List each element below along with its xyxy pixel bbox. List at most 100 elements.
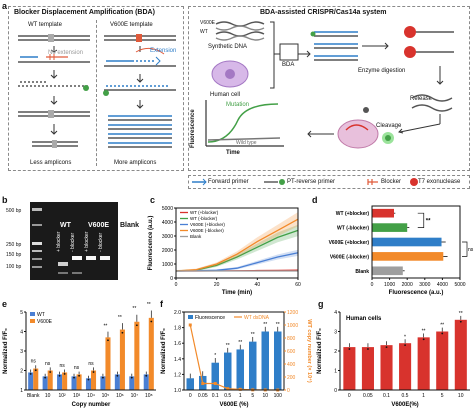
dot-1-0 bbox=[34, 369, 37, 372]
y2-tick-label: 1200 bbox=[287, 310, 298, 316]
x-tick-label: 0.05 bbox=[363, 393, 373, 399]
primer-legend-icons bbox=[192, 178, 418, 186]
y-tick-label: 1.4 bbox=[174, 357, 181, 363]
bar-1-6 bbox=[119, 329, 125, 390]
x-tick-label: 20 bbox=[214, 282, 220, 288]
sig-label-3: ** bbox=[226, 343, 230, 349]
plot-frame bbox=[371, 205, 461, 279]
y-tick-label: 0 bbox=[334, 388, 337, 394]
bda-divider bbox=[96, 20, 97, 166]
x-tick-label: 10⁸ bbox=[145, 393, 153, 399]
bar-2 bbox=[211, 362, 219, 390]
y2-tick-label: 800 bbox=[287, 336, 296, 342]
v600e-template-label: V600E template bbox=[110, 22, 153, 28]
dot-1-5 bbox=[107, 339, 109, 342]
dot-0-1 bbox=[44, 376, 47, 379]
dot-1-4 bbox=[92, 371, 95, 373]
bar-1 bbox=[361, 347, 374, 390]
legend-label-0: WT (+blocker) bbox=[190, 210, 219, 215]
dot-0-4 bbox=[87, 378, 90, 381]
gel-group-wt: WT bbox=[60, 222, 71, 229]
x-axis-label: Time (min) bbox=[222, 290, 252, 296]
bar-1-7 bbox=[134, 321, 140, 390]
panel-label-d: d bbox=[312, 195, 318, 205]
dot-0-0 bbox=[29, 373, 32, 375]
bar-0 bbox=[372, 208, 394, 218]
sig-label-5: ** bbox=[251, 332, 255, 338]
category-label-2: V600E (+blocker) bbox=[329, 240, 370, 246]
bar-0 bbox=[343, 347, 356, 390]
sig-label-5: ** bbox=[103, 324, 107, 330]
gel-lane-4: - blocker bbox=[98, 232, 104, 252]
sig-label-2: ns bbox=[59, 363, 65, 369]
panel-label-e: e bbox=[2, 299, 8, 309]
sig-label-6: ** bbox=[263, 322, 267, 328]
legend-swatch-0 bbox=[30, 312, 35, 316]
chart-g-plot: 0 0.05 0.1 0.5 * 1 ** 5 ** 10 ** 0 1 2 3 4 Human cells V6… bbox=[317, 310, 470, 408]
y2-tick-label: 600 bbox=[287, 349, 296, 355]
wild-type-label: Wild type bbox=[236, 140, 257, 146]
legend-blocker: Blocker bbox=[381, 179, 402, 185]
bda-schematic bbox=[18, 34, 176, 148]
bar-0-7 bbox=[129, 376, 135, 390]
bar-4 bbox=[417, 337, 430, 390]
dot-1-3 bbox=[78, 374, 80, 377]
y-axis-label: Normalized F/F₀ bbox=[161, 328, 167, 374]
bar-0-2 bbox=[57, 374, 63, 390]
sig-label-0: ns bbox=[31, 359, 37, 365]
dot-0-5 bbox=[102, 376, 104, 379]
bar-1-8 bbox=[148, 317, 154, 390]
enzyme-digestion-label: Enzyme digestion bbox=[358, 68, 406, 74]
series-line-3 bbox=[175, 218, 299, 272]
y-tick-label: 1 bbox=[20, 388, 23, 394]
sig-label-5: ** bbox=[440, 323, 444, 329]
dot-1-2 bbox=[63, 373, 66, 375]
crispr-schematic bbox=[205, 21, 454, 149]
legend-label-0: Fluorescence bbox=[195, 315, 225, 321]
extension-label: Extension bbox=[150, 48, 177, 54]
schematic-time-label: Time bbox=[226, 150, 240, 156]
bar-3 bbox=[372, 252, 444, 261]
cleavage-label: Cleavage bbox=[376, 123, 402, 129]
synthetic-dna-label: Synthetic DNA bbox=[208, 44, 248, 50]
ladder-250bp: 250 bp bbox=[6, 242, 22, 248]
x-tick-label: 4000 bbox=[437, 282, 448, 288]
x-axis-label: Fluorescence (a.u.) bbox=[389, 290, 444, 296]
bar-1 bbox=[372, 223, 408, 232]
x-tick-label: 0 bbox=[175, 282, 178, 288]
plot-frame bbox=[175, 207, 299, 279]
gel-bands bbox=[32, 208, 110, 274]
legend-swatch-0 bbox=[188, 315, 193, 319]
chart-title: Human cells bbox=[346, 316, 382, 322]
x-tick-label: 10⁴ bbox=[87, 393, 95, 399]
sig-label-8: ** bbox=[147, 302, 151, 308]
panel-label-b: b bbox=[2, 195, 8, 205]
bar-5 bbox=[436, 331, 449, 390]
legend-swatch-1 bbox=[30, 319, 35, 323]
y-tick-label: 3000 bbox=[162, 234, 173, 240]
sig-label-4: ** bbox=[422, 328, 426, 334]
x-tick-label: 5000 bbox=[454, 282, 465, 288]
category-label-3: V600E (-blocker) bbox=[330, 254, 370, 260]
x-tick-label: 10⁵ bbox=[102, 393, 110, 399]
bar-4 bbox=[372, 266, 403, 276]
gel-image bbox=[30, 202, 118, 280]
bda-title: Blocker Displacement Amplification (BDA) bbox=[14, 9, 155, 16]
bar-1-5 bbox=[105, 337, 111, 390]
x-tick-label: 0 bbox=[348, 393, 351, 399]
x-tick-label: 100 bbox=[274, 393, 283, 399]
gel-lane-3: + blocker bbox=[84, 231, 90, 252]
y-tick-label: 2.0 bbox=[174, 310, 181, 316]
y-tick-label: 4000 bbox=[162, 220, 173, 226]
legend-label-2: V600E (+blocker) bbox=[190, 222, 225, 227]
x-axis-label: V600E(%) bbox=[391, 402, 418, 408]
x-tick-label: 10 bbox=[45, 393, 51, 399]
category-label-0: WT (+blocker) bbox=[336, 211, 370, 217]
bar-7 bbox=[274, 331, 282, 390]
dot-1-6 bbox=[121, 331, 124, 334]
y-tick-label: 2 bbox=[20, 369, 23, 375]
y-tick-label: 5000 bbox=[162, 206, 173, 212]
sig-label-3: * bbox=[404, 334, 406, 340]
wt-dsdna-point-1 bbox=[201, 382, 205, 385]
bar-1-1 bbox=[47, 370, 53, 390]
